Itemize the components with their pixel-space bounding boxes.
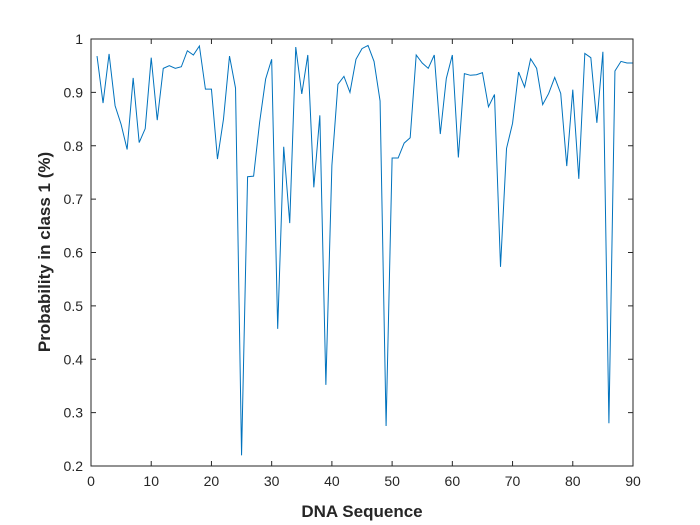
series-line	[96, 44, 633, 456]
x-tick-label: 30	[264, 473, 280, 489]
x-tick-label: 20	[204, 473, 220, 489]
x-axis-label: DNA Sequence	[301, 502, 422, 521]
y-tick-label: 0.3	[64, 405, 84, 421]
x-tick-label: 10	[143, 473, 159, 489]
y-tick-label: 0.6	[64, 245, 84, 261]
x-tick-label: 40	[324, 473, 340, 489]
y-tick-label: 0.7	[64, 191, 84, 207]
y-tick-label: 0.9	[64, 84, 84, 100]
x-axis-ticks: 0 10 20 30 40 50 60 70 80 90	[87, 39, 641, 489]
y-tick-label: 1	[75, 31, 83, 47]
x-tick-label: 60	[445, 473, 461, 489]
plot-area	[91, 39, 633, 466]
y-tick-label: 0.8	[64, 138, 84, 154]
x-tick-label: 90	[625, 473, 641, 489]
x-tick-label: 0	[87, 473, 95, 489]
y-axis-label: Probability in class 1 (%)	[35, 152, 54, 352]
axes-box	[90, 38, 634, 467]
x-tick-label: 50	[384, 473, 400, 489]
y-tick-label: 0.4	[64, 351, 84, 367]
y-tick-label: 0.2	[64, 458, 84, 474]
x-tick-label: 80	[565, 473, 581, 489]
y-tick-label: 0.5	[64, 298, 84, 314]
x-tick-label: 70	[505, 473, 521, 489]
y-axis-ticks: 0.2 0.3 0.4 0.5 0.6 0.7 0.8 0.9 1	[64, 31, 633, 474]
